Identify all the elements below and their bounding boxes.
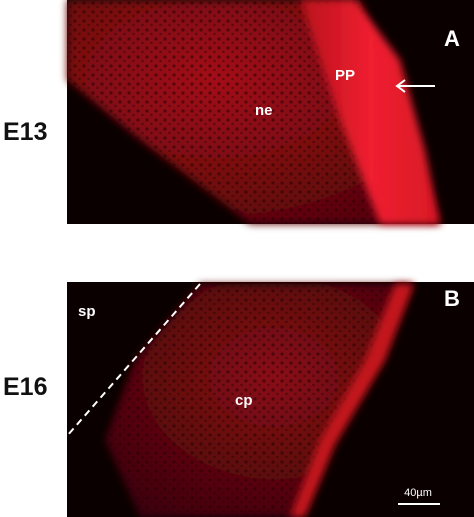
- row-label: E16: [3, 373, 47, 401]
- panel-b: B sp cp 40µm: [66, 282, 474, 517]
- tissue-texture: [105, 284, 412, 517]
- pial-edge: [290, 284, 414, 517]
- preplate-band: [300, 0, 440, 224]
- arrow: [395, 79, 435, 93]
- panel-letter: B: [444, 286, 460, 311]
- panel-a: A PP ne: [67, 0, 474, 224]
- panel-letter: A: [444, 26, 460, 51]
- region-label: PP: [335, 67, 355, 84]
- boundary-line: [66, 283, 201, 437]
- region-label: sp: [78, 303, 96, 320]
- region-label: ne: [255, 102, 273, 119]
- scale-bar-label: 40µm: [404, 487, 432, 499]
- region-label: cp: [235, 392, 253, 409]
- row-label: E13: [3, 118, 47, 146]
